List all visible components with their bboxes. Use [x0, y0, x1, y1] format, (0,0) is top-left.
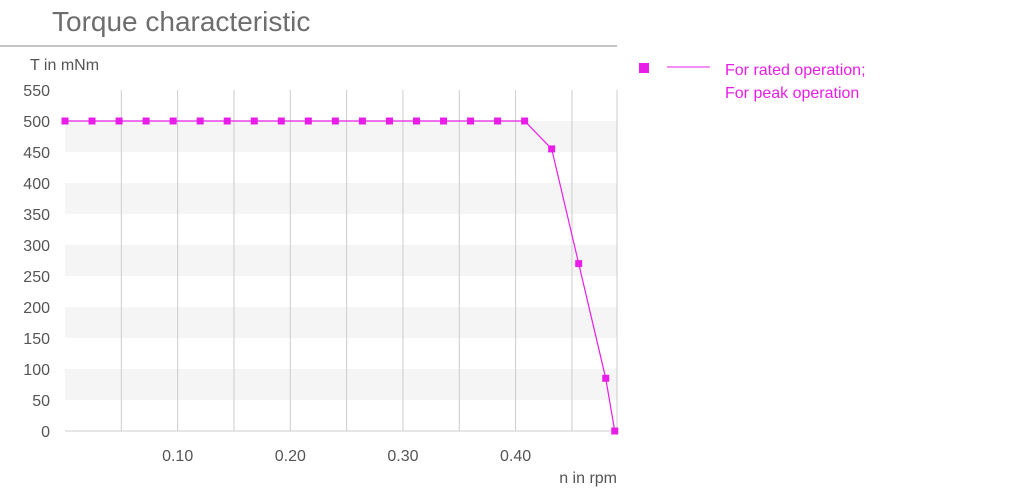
- y-tick-label: 550: [23, 83, 50, 100]
- y-tick-label: 400: [23, 176, 50, 193]
- data-point-marker: [142, 117, 150, 125]
- x-tick-label: 0.40: [500, 448, 531, 465]
- data-point-marker: [115, 117, 123, 125]
- x-tick-label: 0.30: [387, 448, 418, 465]
- y-tick-labels: 0 50 100 150 200 250 300 350 400 450 500 550: [23, 83, 50, 441]
- y-tick-label: 500: [23, 114, 50, 131]
- y-tick-label: 150: [23, 331, 50, 348]
- data-point-marker: [575, 260, 583, 268]
- data-point-marker: [385, 117, 393, 125]
- plot-background-bands: [65, 121, 617, 400]
- legend: For rated operation; For peak operation: [639, 62, 866, 102]
- data-point-marker: [412, 117, 420, 125]
- legend-label-line-2: For peak operation: [725, 85, 859, 102]
- grid-band: [65, 307, 617, 338]
- y-tick-label: 450: [23, 145, 50, 162]
- y-axis-title: T in mNm: [30, 57, 99, 74]
- x-tick-label: 0.20: [275, 448, 306, 465]
- data-point-marker: [169, 117, 177, 125]
- grid-band: [65, 121, 617, 152]
- data-point-marker: [304, 117, 312, 125]
- legend-label-line-1: For rated operation;: [725, 62, 866, 79]
- data-point-marker: [88, 117, 96, 125]
- data-point-marker: [358, 117, 366, 125]
- x-axis-title: n in rpm: [559, 470, 617, 487]
- data-point-marker: [223, 117, 231, 125]
- data-point-marker: [467, 117, 475, 125]
- legend-marker: [639, 63, 649, 73]
- data-point-marker: [61, 117, 69, 125]
- y-tick-label: 250: [23, 269, 50, 286]
- data-point-marker: [494, 117, 502, 125]
- y-tick-label: 300: [23, 238, 50, 255]
- data-point-marker: [331, 117, 339, 125]
- grid-band: [65, 369, 617, 400]
- data-point-marker: [277, 117, 285, 125]
- data-point-marker: [521, 117, 529, 125]
- vertical-gridlines: [120, 90, 618, 431]
- data-point-marker: [611, 427, 619, 435]
- y-tick-label: 200: [23, 300, 50, 317]
- data-point-marker: [440, 117, 448, 125]
- x-tick-labels: 0.10 0.20 0.30 0.40: [162, 448, 531, 465]
- y-tick-label: 0: [41, 424, 50, 441]
- series-line: [65, 120, 616, 432]
- grid-band: [65, 245, 617, 276]
- y-tick-label: 350: [23, 207, 50, 224]
- grid-band: [65, 183, 617, 214]
- series-group: [61, 117, 619, 435]
- x-tick-label: 0.10: [162, 448, 193, 465]
- data-point-marker: [196, 117, 204, 125]
- data-point-marker: [602, 374, 610, 382]
- chart-title: Torque characteristic: [52, 6, 310, 37]
- data-point-marker: [548, 145, 556, 153]
- y-tick-label: 100: [23, 362, 50, 379]
- data-point-marker: [250, 117, 258, 125]
- y-tick-label: 50: [32, 393, 50, 410]
